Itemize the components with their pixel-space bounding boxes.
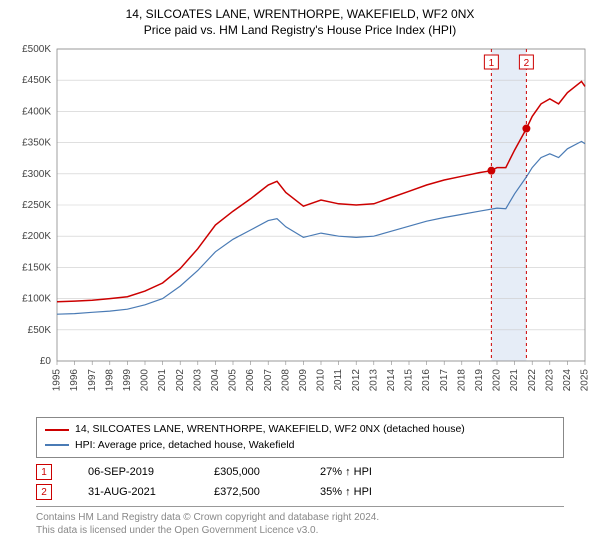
svg-text:£250K: £250K xyxy=(22,200,51,211)
svg-text:2017: 2017 xyxy=(439,368,450,391)
svg-text:2007: 2007 xyxy=(263,368,274,391)
svg-text:£450K: £450K xyxy=(22,75,51,86)
svg-text:£150K: £150K xyxy=(22,262,51,273)
svg-text:2023: 2023 xyxy=(544,368,555,391)
legend-swatch xyxy=(45,429,69,431)
svg-text:2005: 2005 xyxy=(228,368,239,391)
svg-text:2010: 2010 xyxy=(316,368,327,391)
svg-text:1996: 1996 xyxy=(69,368,80,391)
svg-text:2000: 2000 xyxy=(140,368,151,391)
legend-item: 14, SILCOATES LANE, WRENTHORPE, WAKEFIEL… xyxy=(45,422,555,438)
chart-plot-area: £0 £50K £100K £150K £200K £250K £300K £350K £400… xyxy=(5,41,595,411)
chart-container: 14, SILCOATES LANE, WRENTHORPE, WAKEFIEL… xyxy=(0,0,600,560)
svg-text:2019: 2019 xyxy=(474,368,485,391)
svg-text:2009: 2009 xyxy=(298,368,309,391)
sale-date: 06-SEP-2019 xyxy=(88,466,178,478)
svg-text:2024: 2024 xyxy=(562,368,573,391)
svg-text:2002: 2002 xyxy=(175,368,186,391)
svg-text:2001: 2001 xyxy=(157,368,168,391)
svg-text:2003: 2003 xyxy=(192,368,203,391)
svg-text:2015: 2015 xyxy=(404,368,415,391)
chart-subtitle: Price paid vs. HM Land Registry's House … xyxy=(0,23,600,41)
footer-line2: This data is licensed under the Open Gov… xyxy=(36,524,564,537)
sale-pct: 35% ↑ HPI xyxy=(320,486,410,498)
legend: 14, SILCOATES LANE, WRENTHORPE, WAKEFIEL… xyxy=(36,417,564,459)
svg-text:1999: 1999 xyxy=(122,368,133,391)
legend-label: HPI: Average price, detached house, Wake… xyxy=(75,438,294,454)
svg-text:£400K: £400K xyxy=(22,106,51,117)
svg-text:2012: 2012 xyxy=(351,368,362,391)
legend-item: HPI: Average price, detached house, Wake… xyxy=(45,438,555,454)
legend-label: 14, SILCOATES LANE, WRENTHORPE, WAKEFIEL… xyxy=(75,422,465,438)
sale-price: £305,000 xyxy=(214,466,284,478)
sale-row: 2 31-AUG-2021 £372,500 35% ↑ HPI xyxy=(36,482,564,502)
svg-text:2: 2 xyxy=(524,58,530,69)
svg-text:2004: 2004 xyxy=(210,368,221,391)
sale-pct: 27% ↑ HPI xyxy=(320,466,410,478)
svg-text:2013: 2013 xyxy=(368,368,379,391)
svg-text:2016: 2016 xyxy=(421,368,432,391)
svg-text:2014: 2014 xyxy=(386,368,397,391)
chart-title: 14, SILCOATES LANE, WRENTHORPE, WAKEFIEL… xyxy=(0,0,600,23)
svg-text:1997: 1997 xyxy=(87,368,98,391)
svg-text:2018: 2018 xyxy=(456,368,467,391)
svg-text:2020: 2020 xyxy=(492,368,503,391)
svg-text:1: 1 xyxy=(489,58,495,69)
svg-text:£0: £0 xyxy=(40,356,52,367)
sale-date: 31-AUG-2021 xyxy=(88,486,178,498)
sale-row: 1 06-SEP-2019 £305,000 27% ↑ HPI xyxy=(36,462,564,482)
svg-text:£200K: £200K xyxy=(22,231,51,242)
svg-text:£50K: £50K xyxy=(28,325,52,336)
footer-line1: Contains HM Land Registry data © Crown c… xyxy=(36,511,564,524)
footer-attribution: Contains HM Land Registry data © Crown c… xyxy=(36,506,564,537)
svg-text:1998: 1998 xyxy=(104,368,115,391)
legend-swatch xyxy=(45,444,69,446)
svg-text:1995: 1995 xyxy=(52,368,63,391)
sales-table: 1 06-SEP-2019 £305,000 27% ↑ HPI 2 31-AUG-202… xyxy=(36,462,564,502)
sale-badge: 2 xyxy=(36,484,52,500)
svg-text:2011: 2011 xyxy=(333,368,344,390)
svg-text:£500K: £500K xyxy=(22,44,51,55)
sale-badge: 1 xyxy=(36,464,52,480)
chart-svg: £0 £50K £100K £150K £200K £250K £300K £350K £400… xyxy=(5,41,595,411)
svg-text:2008: 2008 xyxy=(280,368,291,391)
svg-text:£350K: £350K xyxy=(22,137,51,148)
svg-text:2021: 2021 xyxy=(509,368,520,391)
svg-text:2006: 2006 xyxy=(245,368,256,391)
svg-text:2022: 2022 xyxy=(527,368,538,391)
sale-price: £372,500 xyxy=(214,486,284,498)
svg-text:£300K: £300K xyxy=(22,169,51,180)
svg-text:2025: 2025 xyxy=(580,368,591,391)
svg-text:£100K: £100K xyxy=(22,293,51,304)
